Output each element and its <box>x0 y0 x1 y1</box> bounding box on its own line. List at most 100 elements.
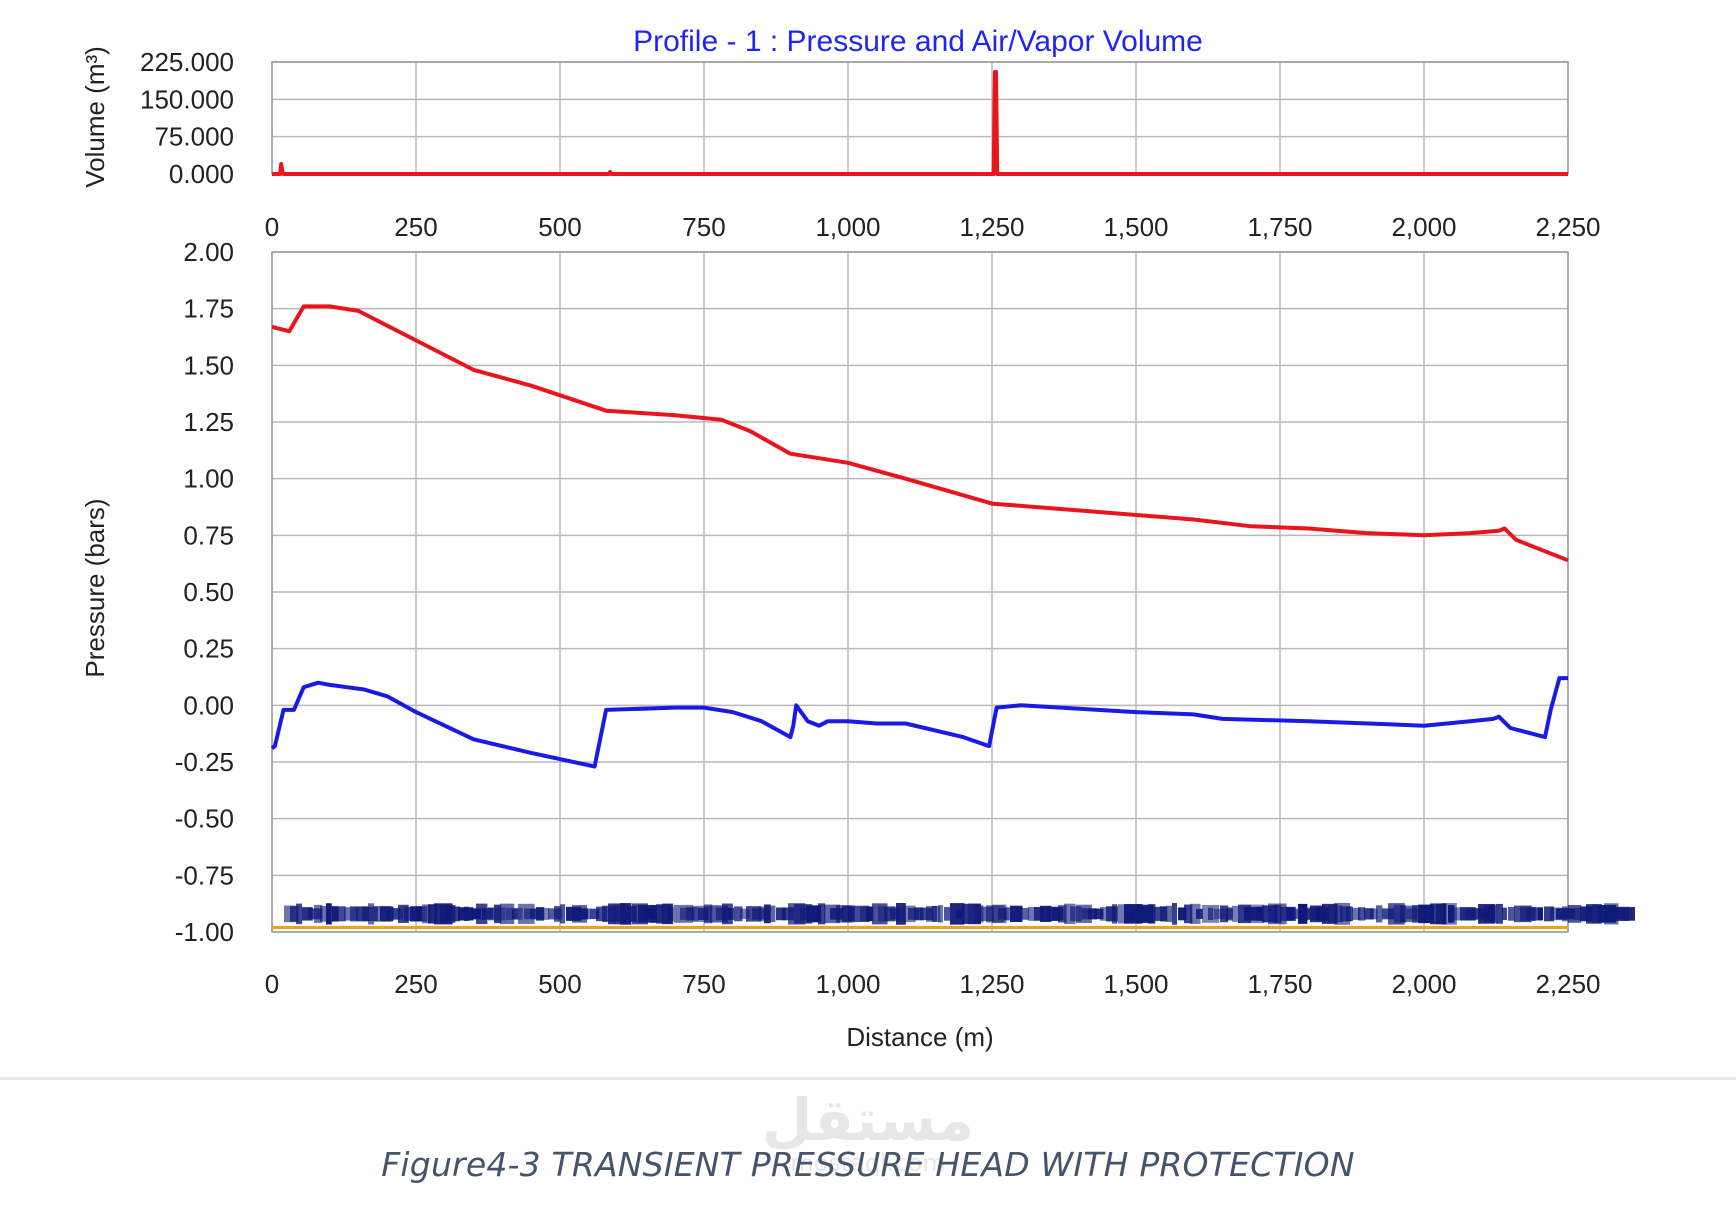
pressure-series-layer <box>270 304 1569 769</box>
label-strip-glyph <box>1130 907 1139 921</box>
label-strip-glyph <box>1370 908 1378 920</box>
label-strip-glyph <box>1064 903 1076 925</box>
label-strip-glyph <box>284 905 296 923</box>
label-strip-glyph <box>1022 907 1030 920</box>
label-strip-glyph <box>1358 907 1366 921</box>
label-strip-glyph <box>1346 906 1354 922</box>
label-strip-glyph <box>866 906 873 922</box>
label-strip-glyph <box>818 903 826 925</box>
label-strip-glyph <box>1028 906 1035 921</box>
label-strip-glyph <box>662 903 674 925</box>
pressure-y-axis-label: Pressure (bars) <box>80 498 110 677</box>
label-strip-glyph <box>776 907 786 921</box>
label-strip-glyph <box>476 903 488 925</box>
label-strip-glyph <box>896 903 906 925</box>
x-tick-label: 750 <box>682 969 725 999</box>
label-strip-glyph <box>800 907 807 921</box>
label-strip-glyph <box>1004 907 1010 921</box>
label-strip-glyph <box>1040 905 1052 922</box>
watermark-logo: مستقل <box>761 1086 975 1154</box>
x-tick-label: 1,500 <box>1103 969 1168 999</box>
label-strip-glyph <box>1016 906 1023 921</box>
label-strip-glyph <box>422 904 431 924</box>
label-strip-glyph <box>314 904 323 923</box>
x-tick-label: 250 <box>394 212 437 242</box>
label-strip-glyph <box>1070 906 1082 922</box>
x-tick-label: 1,500 <box>1103 212 1168 242</box>
label-strip-glyph <box>1340 906 1352 922</box>
pressure-grid <box>271 251 1569 933</box>
label-strip-glyph <box>728 907 735 920</box>
label-strip-glyph <box>1196 908 1203 919</box>
label-strip-glyph <box>770 905 776 923</box>
label-strip-glyph <box>1178 907 1187 921</box>
x-tick-label: 1,000 <box>815 969 880 999</box>
label-strip-glyph <box>1484 905 1496 923</box>
volume-y-axis-label: Volume (m³) <box>80 46 110 188</box>
y-tick-label: 1.75 <box>183 294 234 324</box>
y-tick-label: 2.00 <box>183 237 234 267</box>
label-strip-glyph <box>608 903 615 925</box>
label-strip-glyph <box>698 907 709 920</box>
y-tick-label: 0.50 <box>183 577 234 607</box>
label-strip-glyph <box>908 907 920 920</box>
label-strip-glyph <box>530 908 542 920</box>
label-strip-glyph <box>1148 904 1156 924</box>
label-strip-glyph <box>482 908 494 920</box>
watermark-url: mostaql.com <box>790 1149 946 1177</box>
label-strip-glyph <box>338 906 346 922</box>
label-strip-glyph <box>1532 907 1543 921</box>
label-strip-glyph <box>1106 906 1118 922</box>
y-tick-label: 0.00 <box>183 690 234 720</box>
label-strip-glyph <box>446 906 452 921</box>
x-tick-label: 500 <box>538 212 581 242</box>
y-tick-label: -1.00 <box>175 917 234 947</box>
label-strip-glyph <box>848 906 855 922</box>
label-strip-glyph <box>614 903 626 925</box>
label-strip-glyph <box>494 904 502 924</box>
label-strip-glyph <box>974 905 984 923</box>
label-strip-glyph <box>1184 904 1193 924</box>
label-strip-glyph <box>1298 903 1308 924</box>
label-strip-glyph <box>812 906 821 921</box>
label-strip-glyph <box>740 908 750 920</box>
label-strip-glyph <box>1424 904 1434 923</box>
label-strip-glyph <box>584 908 591 920</box>
label-strip-glyph <box>524 908 536 920</box>
label-strip-glyph <box>1208 907 1214 920</box>
label-strip-glyph <box>1232 905 1239 922</box>
label-strip-glyph <box>452 906 461 922</box>
pressure-plot-frame <box>271 251 1569 933</box>
label-strip-glyph <box>1220 905 1229 923</box>
label-strip-glyph <box>416 906 428 922</box>
label-strip-glyph <box>1052 907 1064 921</box>
x-tick-label: 0 <box>265 969 279 999</box>
label-strip-glyph <box>1142 906 1153 922</box>
label-strip-glyph <box>644 908 656 920</box>
x-tick-label: 2,250 <box>1535 969 1600 999</box>
label-strip-glyph <box>956 908 964 919</box>
volume-series-layer <box>272 70 1568 176</box>
label-strip-glyph <box>332 906 339 922</box>
series-line-1 <box>272 70 1568 176</box>
x-axis-label: Distance (m) <box>846 1022 993 1052</box>
y-tick-label: 0.75 <box>183 520 234 550</box>
label-strip-glyph <box>914 907 924 921</box>
label-strip-glyph <box>326 903 332 925</box>
label-strip-glyph <box>1058 905 1067 923</box>
pressure-chart: -1.00 -0.75 -0.50 -0.25 0.00 0.25 0.50 0.75 1.00… <box>80 237 1635 1052</box>
label-strip-glyph <box>782 907 794 921</box>
y-tick-label: 1.00 <box>183 464 234 494</box>
y-tick-label: -0.50 <box>175 804 234 834</box>
label-strip-glyph <box>734 906 743 922</box>
y-tick-label: 75.000 <box>154 122 234 152</box>
label-strip-glyph <box>1538 907 1544 921</box>
label-strip-glyph <box>560 904 566 924</box>
volume-x-ticks: 0 250 500 750 1,000 1,250 1,500 1,750 2,000 2,250 <box>265 212 1601 242</box>
label-strip-glyph <box>1544 906 1554 922</box>
label-strip-glyph <box>410 906 422 922</box>
label-strip-glyph <box>554 905 561 922</box>
label-strip-glyph <box>704 904 713 924</box>
label-strip-glyph <box>1436 903 1447 925</box>
label-strip-glyph <box>1406 908 1418 920</box>
